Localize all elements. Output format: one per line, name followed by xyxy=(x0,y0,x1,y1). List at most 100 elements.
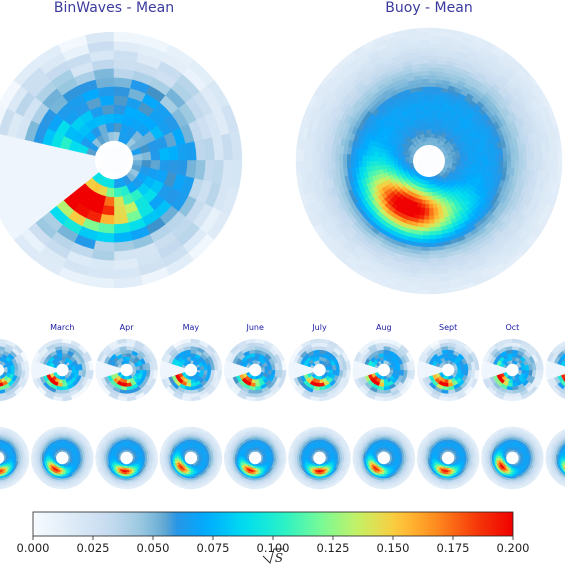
spectrum-cell xyxy=(126,426,133,430)
spectrum-cell xyxy=(180,457,183,461)
spectrum-cell xyxy=(549,160,555,173)
spectrum-cell xyxy=(428,215,435,221)
spectrum-cell xyxy=(150,149,161,161)
spectrum-cell xyxy=(534,160,539,171)
spectrum-cell xyxy=(198,455,202,459)
spectrum-cell xyxy=(53,457,57,460)
spectrum-cell xyxy=(479,160,485,167)
spectrum-cell xyxy=(491,154,496,162)
spectrum-cell xyxy=(377,156,383,162)
spectrum-cell xyxy=(62,465,65,469)
spectrum-cell xyxy=(307,150,313,162)
spectrum-cell xyxy=(423,215,430,221)
spectrum-cell xyxy=(475,156,481,162)
spectrum-cell xyxy=(537,160,543,172)
spectrum-cell xyxy=(338,160,344,170)
polar-center-core xyxy=(57,365,67,375)
spectrum-cell xyxy=(471,156,477,162)
spectrum-cell xyxy=(459,154,465,159)
spectrum-cell xyxy=(510,160,516,169)
spectrum-cell xyxy=(510,153,516,162)
spectrum-cell xyxy=(417,27,430,33)
spectrum-cell xyxy=(401,160,406,164)
spectrum-cell xyxy=(185,426,192,430)
spectrum-cell xyxy=(428,254,438,260)
spectrum-cell xyxy=(190,465,193,469)
spectrum-cell xyxy=(428,31,441,37)
spectrum-cell xyxy=(134,455,138,459)
spectrum-cell xyxy=(506,160,512,169)
spectrum-cell xyxy=(381,156,387,162)
month-buoy-Feb xyxy=(0,426,30,490)
spectrum-cell xyxy=(549,149,555,162)
spectrum-cell xyxy=(60,447,63,451)
spectrum-cell xyxy=(432,199,437,205)
spectrum-cell xyxy=(428,94,436,99)
spectrum-cell xyxy=(421,74,430,80)
month-binwaves-Apr xyxy=(95,338,158,402)
spectrum-cell xyxy=(502,160,508,169)
spectrum-cell xyxy=(428,289,441,295)
spectrum-cell xyxy=(460,157,465,162)
spectrum-cell xyxy=(448,158,453,162)
spectrum-cell xyxy=(428,262,439,267)
spectrum-cell xyxy=(405,160,410,164)
spectrum-cell xyxy=(428,231,436,236)
spectrum-cell xyxy=(418,273,430,279)
spectrum-cell xyxy=(120,426,127,430)
spectrum-cell xyxy=(426,137,430,142)
spectrum-cell xyxy=(185,486,192,490)
month-binwaves-Feb xyxy=(0,338,30,402)
spectrum-cell xyxy=(113,213,129,225)
spectrum-cell xyxy=(346,160,352,169)
spectrum-cell xyxy=(40,159,52,177)
month-buoy-March xyxy=(31,426,94,490)
spectrum-cell xyxy=(167,159,179,175)
panel-binwaves-mean xyxy=(0,31,243,289)
spectrum-cell xyxy=(428,180,432,185)
spectrum-cell xyxy=(423,105,430,111)
spectrum-cell xyxy=(358,160,363,168)
spectrum-cell xyxy=(99,213,115,225)
spectrum-cell xyxy=(196,456,200,459)
spectrum-cell xyxy=(113,204,127,216)
month-binwaves-March xyxy=(31,338,94,402)
spectrum-cell xyxy=(418,39,430,45)
spectrum-cell xyxy=(422,231,430,236)
spectrum-cell xyxy=(299,160,305,173)
spectrum-cell xyxy=(428,98,435,103)
spectrum-cell xyxy=(95,452,99,459)
spectrum-cell xyxy=(428,277,440,283)
spectrum-cell xyxy=(97,222,115,234)
spectrum-cell xyxy=(389,160,394,165)
spectrum-cell xyxy=(428,246,438,252)
spectrum-cell xyxy=(60,449,63,453)
spectrum-cell xyxy=(350,160,356,169)
spectrum-cell xyxy=(56,426,63,430)
spectrum-cell xyxy=(522,152,528,162)
spectrum-cell xyxy=(385,164,391,169)
spectrum-cell xyxy=(518,152,524,162)
spectrum-cell xyxy=(424,109,430,115)
spectrum-cell xyxy=(389,157,394,162)
spectrum-cell xyxy=(421,121,427,127)
spectrum-cell xyxy=(420,246,430,252)
spectrum-cell xyxy=(422,227,430,232)
spectrum-cell xyxy=(541,160,547,172)
spectrum-cell xyxy=(126,486,133,490)
spectrum-cell xyxy=(26,452,30,459)
spectrum-cell xyxy=(428,281,441,287)
spectrum-cell xyxy=(420,66,430,72)
spectrum-cell xyxy=(120,486,127,490)
spectrum-cell xyxy=(319,160,324,171)
spectrum-cell xyxy=(67,159,78,171)
spectrum-cell xyxy=(408,160,414,163)
spectrum-cell xyxy=(428,285,441,291)
spectrum-cell xyxy=(126,463,129,467)
spectrum-cell xyxy=(330,160,336,170)
spectrum-cell xyxy=(419,59,430,64)
spectrum-cell xyxy=(553,160,559,173)
spectrum-cell xyxy=(319,151,324,162)
spectrum-cell xyxy=(420,254,430,260)
spectrum-cell xyxy=(334,160,340,170)
